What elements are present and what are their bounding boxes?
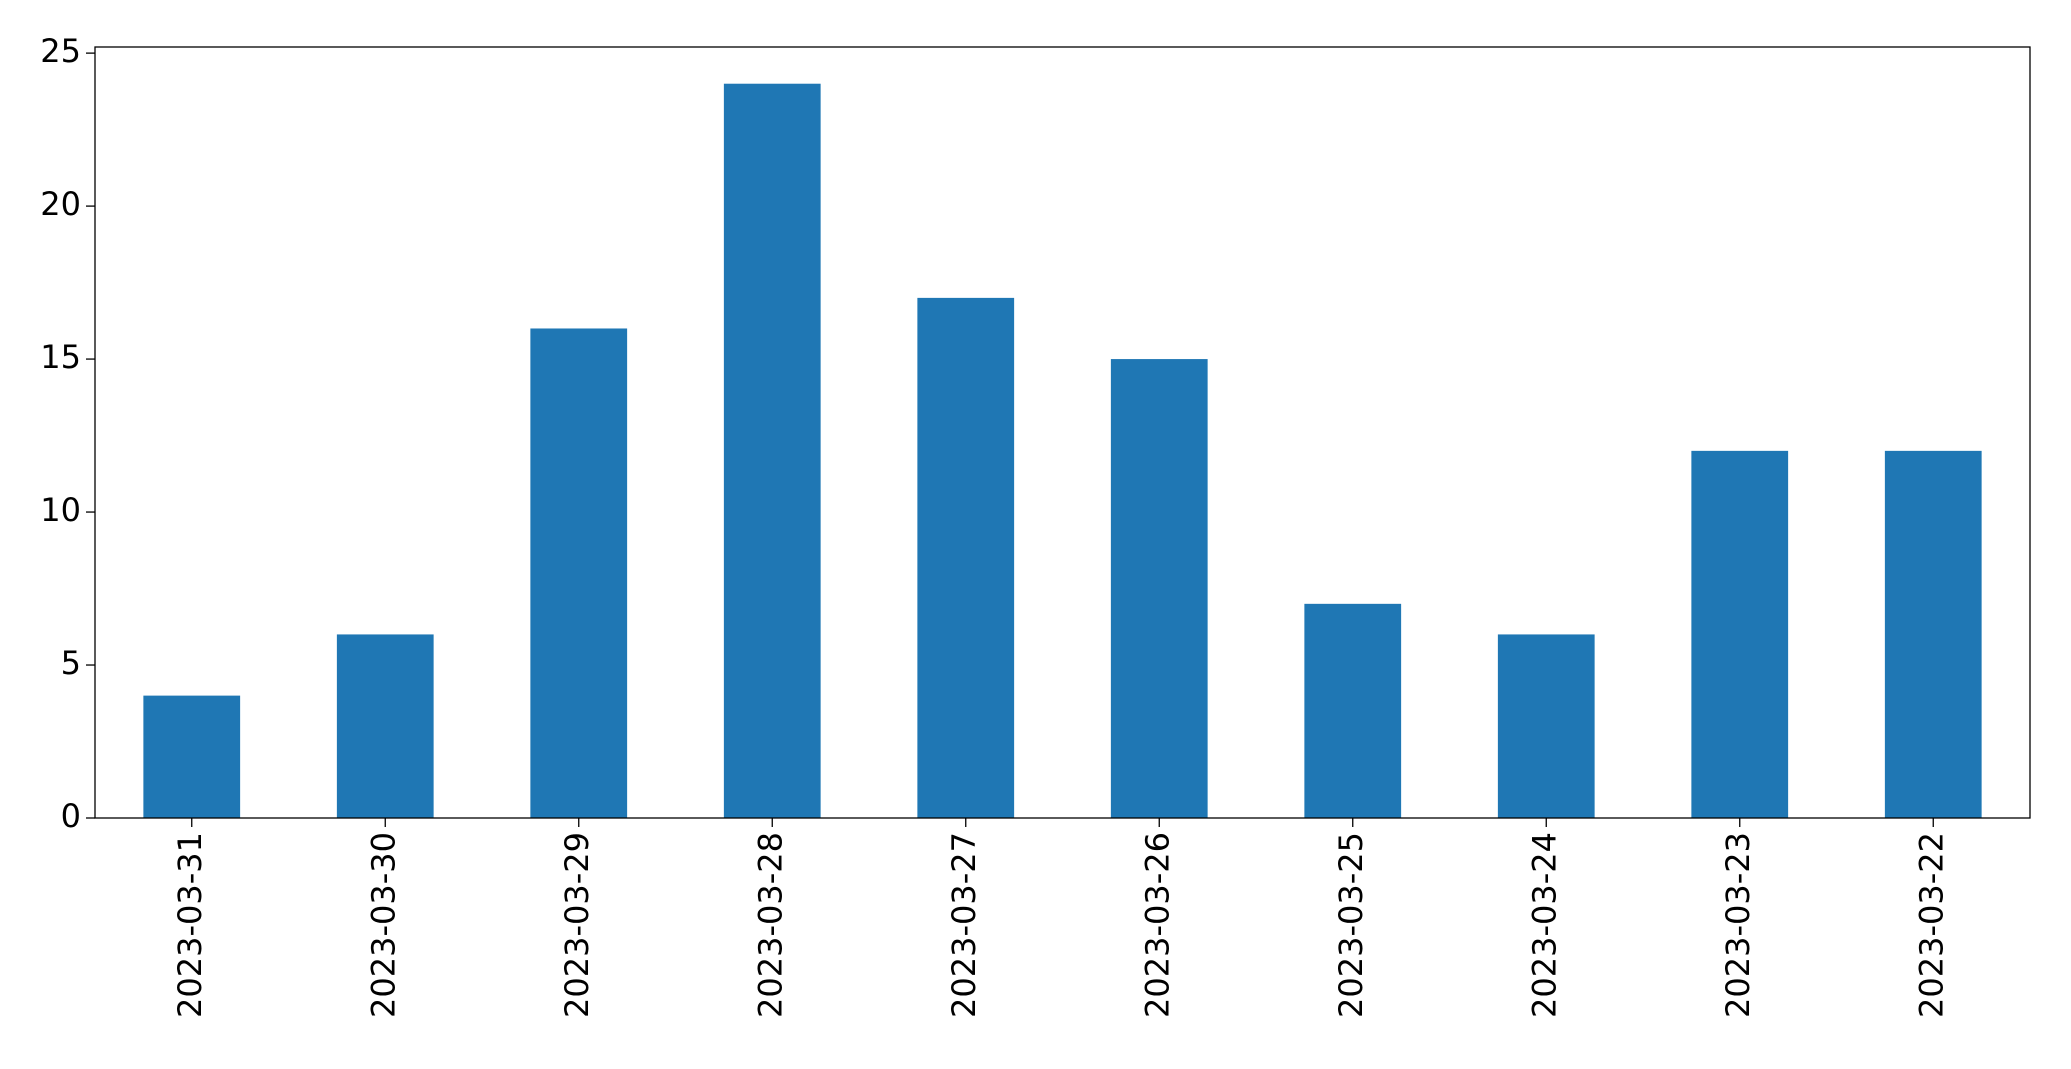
bar — [143, 695, 241, 818]
y-tick-label: 0 — [61, 797, 81, 835]
x-tick-label: 2023-03-30 — [364, 832, 402, 1018]
y-tick-label: 5 — [61, 644, 81, 682]
bar — [1691, 450, 1789, 818]
x-tick-label: 2023-03-29 — [558, 832, 596, 1018]
x-tick-label: 2023-03-23 — [1719, 832, 1757, 1018]
bar — [1497, 634, 1595, 818]
x-tick-label: 2023-03-27 — [945, 832, 983, 1018]
x-tick-label: 2023-03-28 — [751, 832, 789, 1018]
y-tick-label: 25 — [40, 32, 81, 70]
bar — [1884, 450, 1982, 818]
x-tick-label: 2023-03-22 — [1912, 832, 1950, 1018]
x-tick-label: 2023-03-26 — [1138, 832, 1176, 1018]
x-tick-label: 2023-03-24 — [1525, 832, 1563, 1018]
bar — [917, 297, 1015, 818]
bar — [336, 634, 434, 818]
y-tick-label: 20 — [40, 185, 81, 223]
bar — [530, 328, 628, 818]
bar — [1110, 359, 1208, 818]
x-tick-label: 2023-03-31 — [171, 832, 209, 1018]
y-tick-label: 15 — [40, 338, 81, 376]
plot-frame — [94, 46, 2031, 819]
x-tick-label: 2023-03-25 — [1332, 832, 1370, 1018]
bar — [1304, 603, 1402, 818]
bar — [723, 83, 821, 818]
y-tick-label: 10 — [40, 491, 81, 529]
